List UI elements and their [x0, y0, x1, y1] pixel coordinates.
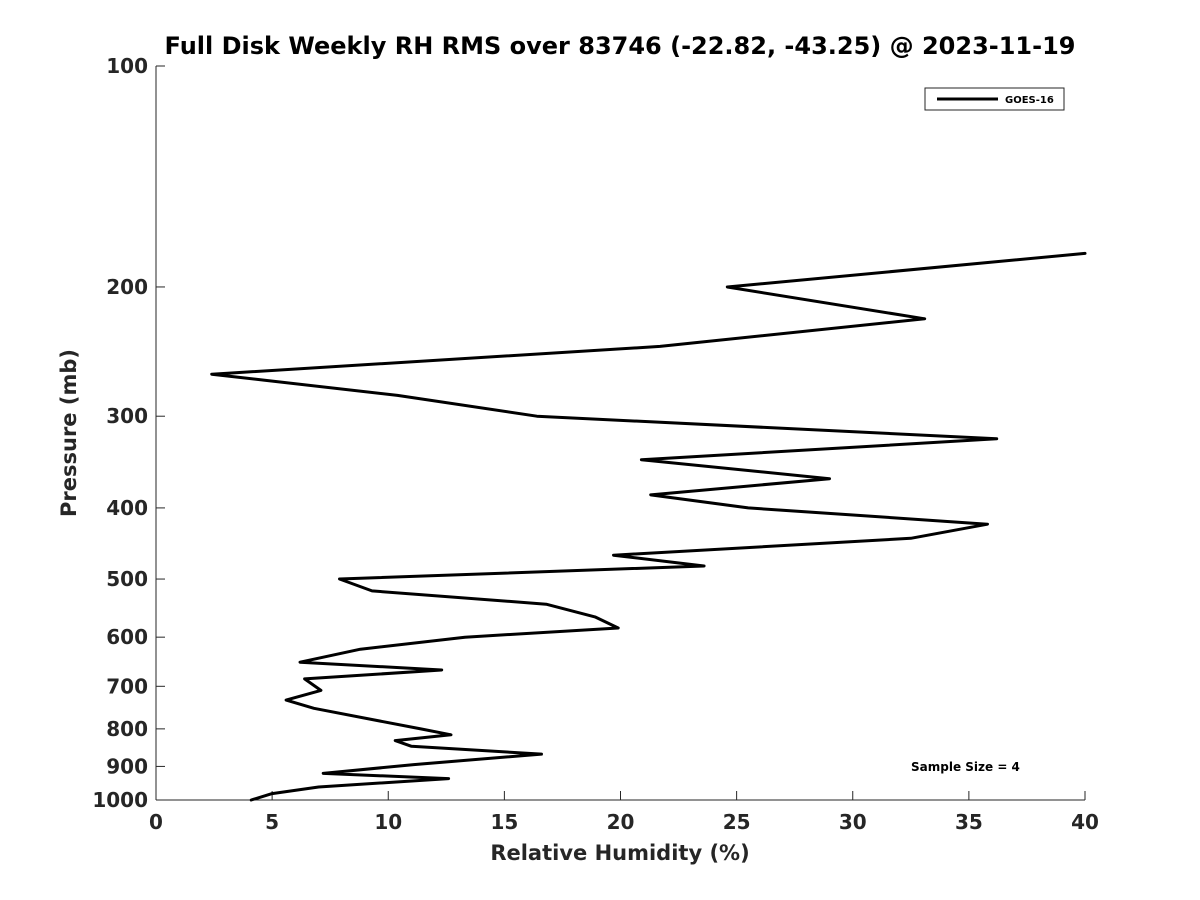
- y-tick-label: 700: [106, 674, 148, 698]
- legend-label-goes-16: GOES-16: [1005, 95, 1054, 106]
- x-tick-label: 30: [839, 810, 867, 834]
- y-tick-label: 200: [106, 275, 148, 299]
- y-axis-ticks: 100 200 300 400 500 600 700 800 900 1000: [92, 54, 165, 812]
- y-tick-label: 1000: [92, 788, 148, 812]
- y-axis-label: Pressure (mb): [57, 349, 81, 517]
- y-tick-label: 400: [106, 496, 148, 520]
- series-line-goes-16: [210, 251, 1087, 802]
- y-tick-label: 500: [106, 567, 148, 591]
- chart-title: Full Disk Weekly RH RMS over 83746 (-22.…: [165, 32, 1076, 60]
- x-tick-label: 15: [490, 810, 518, 834]
- plot-area: [156, 66, 1085, 800]
- x-axis-label: Relative Humidity (%): [490, 841, 749, 865]
- x-tick-label: 35: [955, 810, 983, 834]
- x-tick-label: 5: [265, 810, 279, 834]
- y-tick-label: 900: [106, 754, 148, 778]
- sample-size-annotation: Sample Size = 4: [911, 760, 1020, 774]
- legend: GOES-16: [924, 87, 1065, 111]
- y-tick-label: 100: [106, 54, 148, 78]
- x-tick-label: 10: [374, 810, 402, 834]
- series-layer: [210, 251, 1087, 802]
- x-tick-label: 20: [607, 810, 635, 834]
- y-tick-label: 300: [106, 404, 148, 428]
- x-axis-ticks: 0 5 10 15 20 25 30 35 40: [149, 791, 1099, 834]
- x-tick-label: 25: [723, 810, 751, 834]
- x-tick-label: 40: [1071, 810, 1099, 834]
- y-tick-label: 600: [106, 625, 148, 649]
- y-tick-label: 800: [106, 717, 148, 741]
- x-tick-label: 0: [149, 810, 163, 834]
